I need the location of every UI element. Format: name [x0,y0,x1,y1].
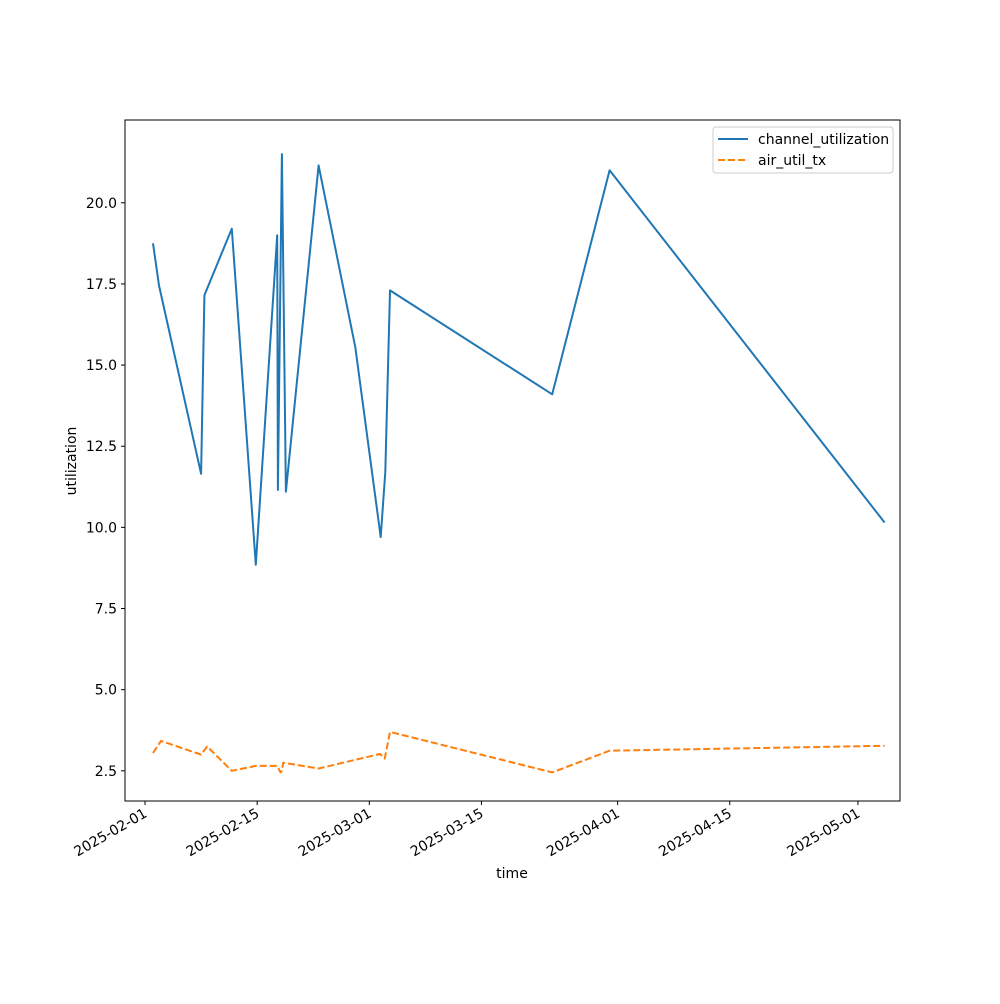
legend-label-channel-utilization: channel_utilization [758,132,889,148]
y-tick-label: 5.0 [95,683,117,699]
y-tick-label: 10.0 [86,520,117,536]
legend-label-air-util-tx: air_util_tx [758,153,826,169]
y-axis-ticks: 2.5 5.0 7.5 10.0 12.5 15.0 17.5 20.0 [86,196,125,780]
x-tick-label: 2025-02-01 [72,806,150,861]
y-tick-label: 2.5 [95,764,117,780]
y-tick-label: 12.5 [86,439,117,455]
y-tick-label: 7.5 [95,602,117,618]
plot-frame [124,119,901,802]
x-tick-label: 2025-05-01 [784,806,862,861]
series-line-channel-utilization [152,153,886,566]
x-tick-label: 2025-03-15 [408,806,486,861]
legend-frame [712,126,894,174]
series-line-air-util-tx [152,730,885,774]
y-tick-label: 15.0 [86,358,117,374]
series-layer [152,153,886,774]
legend: channel_utilization air_util_tx [712,126,894,174]
x-tick-label: 2025-04-01 [544,806,622,861]
x-axis-label: time [496,866,528,882]
y-tick-label: 20.0 [86,196,117,212]
y-tick-label: 17.5 [86,277,117,293]
x-tick-label: 2025-04-15 [656,806,734,861]
x-tick-label: 2025-03-01 [296,806,374,861]
x-axis-ticks: 2025-02-01 2025-02-15 2025-03-01 2025-03-15… [72,801,863,860]
x-tick-label: 2025-02-15 [184,806,262,861]
y-axis-label: utilization [64,427,80,496]
